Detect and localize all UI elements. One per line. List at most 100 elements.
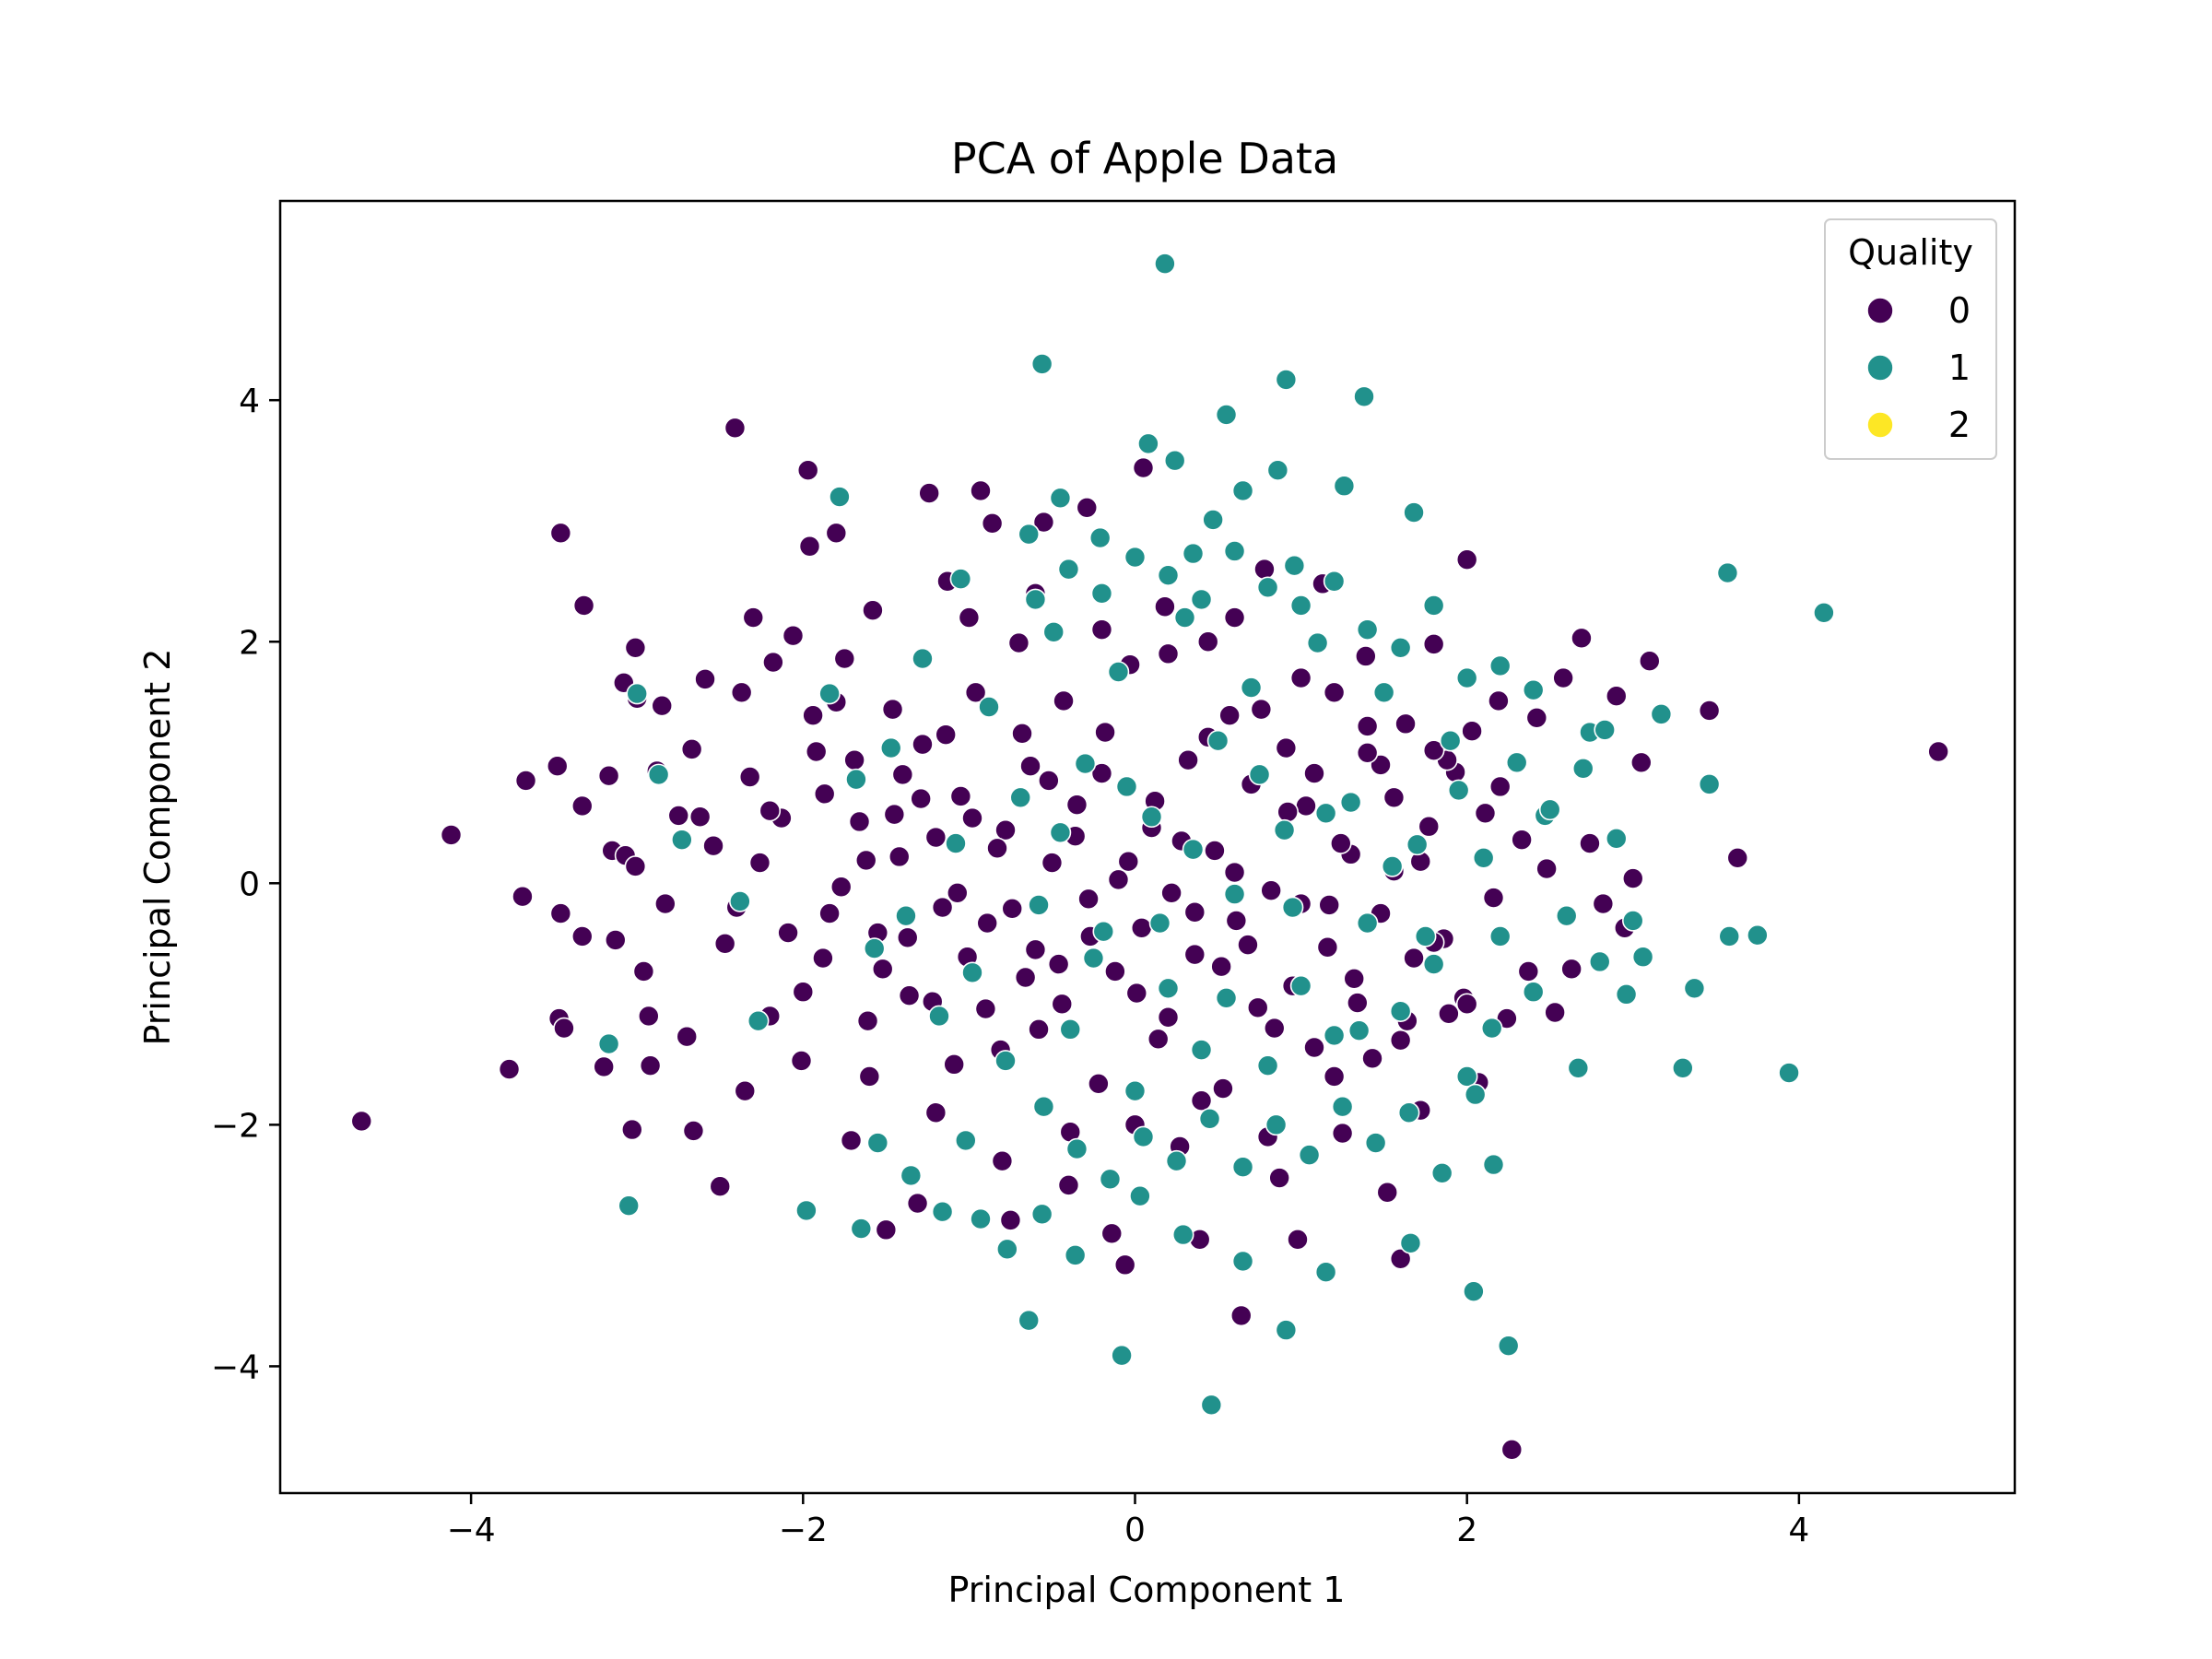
point-quality-1-3 xyxy=(1353,385,1375,408)
point-quality-0-113 xyxy=(1218,704,1241,726)
point-quality-1-68 xyxy=(912,647,934,670)
point-quality-1-134 xyxy=(1298,1144,1321,1166)
point-quality-1-36 xyxy=(1018,1309,1041,1332)
point-quality-0-41 xyxy=(738,766,761,788)
point-quality-1-38 xyxy=(1064,1244,1087,1266)
point-quality-0-80 xyxy=(994,818,1017,841)
point-quality-0-119 xyxy=(1260,879,1282,901)
point-quality-0-123 xyxy=(1287,1229,1309,1251)
point-quality-1-69 xyxy=(928,1005,950,1028)
point-quality-0-197 xyxy=(1117,850,1140,873)
point-quality-0-32 xyxy=(682,1120,705,1142)
point-quality-0-35 xyxy=(702,834,724,857)
point-quality-1-12 xyxy=(1403,501,1425,524)
point-quality-0-16 xyxy=(604,929,627,951)
point-quality-1-118 xyxy=(1248,763,1271,786)
point-quality-0-39 xyxy=(730,681,753,704)
point-quality-1-93 xyxy=(1323,1024,1346,1047)
point-quality-1-120 xyxy=(1314,802,1337,825)
point-quality-0-131 xyxy=(1347,992,1369,1014)
point-quality-1-76 xyxy=(1042,620,1065,643)
point-quality-0-66 xyxy=(906,1192,929,1215)
point-quality-1-20 xyxy=(1182,542,1205,565)
point-quality-1-23 xyxy=(597,1032,620,1055)
y-tick-label-4: 4 xyxy=(239,382,260,420)
point-quality-0-81 xyxy=(999,1209,1022,1231)
point-quality-0-237 xyxy=(1223,606,1246,629)
legend-title: Quality xyxy=(1848,232,1973,273)
y-axis-ticks: −4 −2 0 2 4 xyxy=(211,382,280,1386)
point-quality-0-159 xyxy=(1544,1001,1566,1024)
point-quality-1-128 xyxy=(1099,1168,1122,1191)
point-quality-1-113 xyxy=(1082,947,1105,970)
point-quality-1-143 xyxy=(1124,546,1147,569)
point-quality-1-149 xyxy=(1323,570,1346,593)
legend-marker-1 xyxy=(1866,354,1894,382)
point-quality-0-167 xyxy=(1621,867,1644,889)
point-quality-0-229 xyxy=(958,606,981,629)
point-quality-0-47 xyxy=(777,922,799,944)
point-quality-0-10 xyxy=(572,594,595,617)
point-quality-0-165 xyxy=(1605,685,1628,708)
point-quality-1-74 xyxy=(1009,786,1032,809)
point-quality-1-72 xyxy=(978,696,1000,718)
point-quality-0-138 xyxy=(1394,712,1417,735)
point-quality-0-25 xyxy=(639,1054,662,1077)
point-quality-0-64 xyxy=(888,845,911,868)
point-quality-0-105 xyxy=(1160,881,1182,904)
point-quality-0-244 xyxy=(1455,993,1478,1016)
point-quality-0-228 xyxy=(924,1101,947,1124)
point-quality-0-50 xyxy=(796,459,819,481)
point-quality-1-100 xyxy=(1439,729,1462,752)
point-quality-1-67 xyxy=(895,904,917,927)
point-quality-0-19 xyxy=(621,1118,643,1141)
point-quality-1-37 xyxy=(1030,1203,1053,1226)
point-quality-0-2 xyxy=(498,1058,521,1080)
point-quality-0-192 xyxy=(1051,993,1074,1016)
point-quality-0-3 xyxy=(512,885,534,908)
point-quality-0-144 xyxy=(1438,1003,1460,1025)
point-quality-0-137 xyxy=(1389,1248,1412,1270)
point-quality-0-68 xyxy=(918,482,940,504)
point-quality-1-89 xyxy=(1256,1054,1279,1077)
point-quality-0-132 xyxy=(1355,645,1377,667)
point-quality-1-109 xyxy=(1588,950,1611,973)
point-quality-1-98 xyxy=(1406,833,1429,856)
point-quality-1-47 xyxy=(1463,1280,1485,1302)
point-quality-0-14 xyxy=(597,764,620,787)
point-quality-0-160 xyxy=(1552,666,1574,689)
point-quality-1-112 xyxy=(1049,821,1072,844)
point-quality-1-78 xyxy=(1074,752,1097,775)
point-quality-1-7 xyxy=(1716,561,1739,584)
point-quality-0-34 xyxy=(694,668,716,690)
point-quality-0-78 xyxy=(981,512,1004,535)
point-quality-1-41 xyxy=(1171,1223,1194,1246)
point-quality-1-132 xyxy=(1231,1156,1254,1179)
point-quality-0-162 xyxy=(1571,627,1593,650)
point-quality-0-58 xyxy=(848,810,871,833)
point-quality-0-83 xyxy=(1014,966,1037,989)
point-quality-1-106 xyxy=(1538,798,1561,821)
point-quality-0-156 xyxy=(1517,960,1540,982)
point-quality-1-22 xyxy=(647,763,670,786)
point-quality-0-38 xyxy=(724,417,747,440)
point-quality-0-101 xyxy=(1132,456,1155,479)
point-quality-0-213 xyxy=(1330,832,1352,854)
point-quality-0-180 xyxy=(896,926,919,949)
point-quality-0-12 xyxy=(571,925,594,947)
point-quality-1-77 xyxy=(1059,1018,1082,1041)
point-quality-1-1 xyxy=(1030,353,1053,375)
point-quality-1-117 xyxy=(1215,986,1238,1009)
point-quality-1-59 xyxy=(1698,773,1721,795)
point-quality-1-2 xyxy=(1275,369,1298,391)
point-quality-0-92 xyxy=(1076,497,1099,519)
x-tick-label-0: −4 xyxy=(447,1512,496,1549)
point-quality-1-85 xyxy=(1190,1039,1213,1061)
y-tick-label-2: 0 xyxy=(239,865,260,903)
point-quality-1-75 xyxy=(1028,894,1050,916)
point-quality-1-8 xyxy=(1813,602,1835,624)
point-quality-0-223 xyxy=(759,799,782,822)
point-quality-1-103 xyxy=(1488,925,1512,947)
point-quality-0-161 xyxy=(1560,958,1583,981)
point-quality-0-49 xyxy=(790,1050,813,1072)
